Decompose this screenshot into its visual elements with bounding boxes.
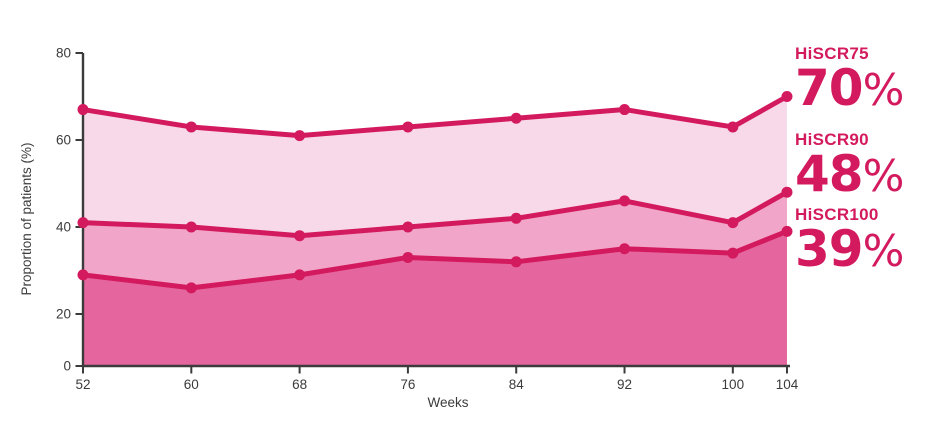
marker-hiscr75-week-52 (77, 104, 89, 116)
x-tick-label-92: 92 (617, 377, 632, 392)
marker-hiscr100-week-76 (402, 251, 414, 263)
marker-hiscr100-week-84 (510, 256, 522, 268)
y-tick-label-20: 20 (56, 307, 71, 322)
y-axis-title: Proportion of patients (%) (19, 142, 34, 295)
y-tick-label-60: 60 (56, 133, 71, 148)
marker-hiscr75-week-104 (781, 91, 793, 102)
line-hiscr100 (80, 228, 790, 291)
marker-hiscr90-week-76 (402, 221, 414, 233)
marker-hiscr100-week-104 (781, 225, 793, 237)
y-tick-label-80: 80 (56, 46, 71, 61)
marker-hiscr100-week-60 (185, 282, 197, 294)
marker-hiscr90-week-68 (294, 230, 306, 242)
marker-hiscr75-week-68 (294, 130, 306, 142)
line-hiscr75 (80, 94, 790, 139)
x-tick-label-100: 100 (722, 377, 745, 392)
line-hiscr90 (80, 189, 790, 239)
x-axis-title: Weeks (427, 395, 468, 410)
marker-hiscr100-week-92 (619, 243, 631, 255)
area-fill-hiscr100 (83, 231, 787, 366)
y-tick-label-40: 40 (56, 220, 71, 235)
x-tick-label-68: 68 (292, 377, 307, 392)
x-tick-label-76: 76 (400, 377, 415, 392)
x-tick-label-60: 60 (184, 377, 199, 392)
marker-hiscr100-week-52 (77, 269, 89, 281)
x-tick-label-52: 52 (75, 377, 90, 392)
marker-hiscr75-week-100 (727, 121, 739, 133)
x-tick-label-104: 104 (776, 377, 799, 392)
marker-hiscr90-week-60 (185, 221, 197, 233)
marker-hiscr75-week-76 (402, 121, 414, 133)
x-tick-label-84: 84 (509, 377, 525, 392)
marker-hiscr100-week-100 (727, 247, 739, 259)
marker-hiscr90-week-52 (77, 217, 89, 229)
marker-hiscr75-week-92 (619, 104, 631, 116)
marker-hiscr75-week-84 (510, 112, 522, 124)
marker-hiscr100-week-68 (294, 269, 306, 281)
marker-hiscr90-week-104 (781, 186, 793, 198)
marker-hiscr90-week-84 (510, 212, 522, 224)
marker-hiscr75-week-60 (185, 121, 197, 133)
marker-hiscr90-week-100 (727, 217, 739, 229)
marker-hiscr90-week-92 (619, 195, 631, 207)
y-tick-label-0: 0 (63, 359, 71, 374)
